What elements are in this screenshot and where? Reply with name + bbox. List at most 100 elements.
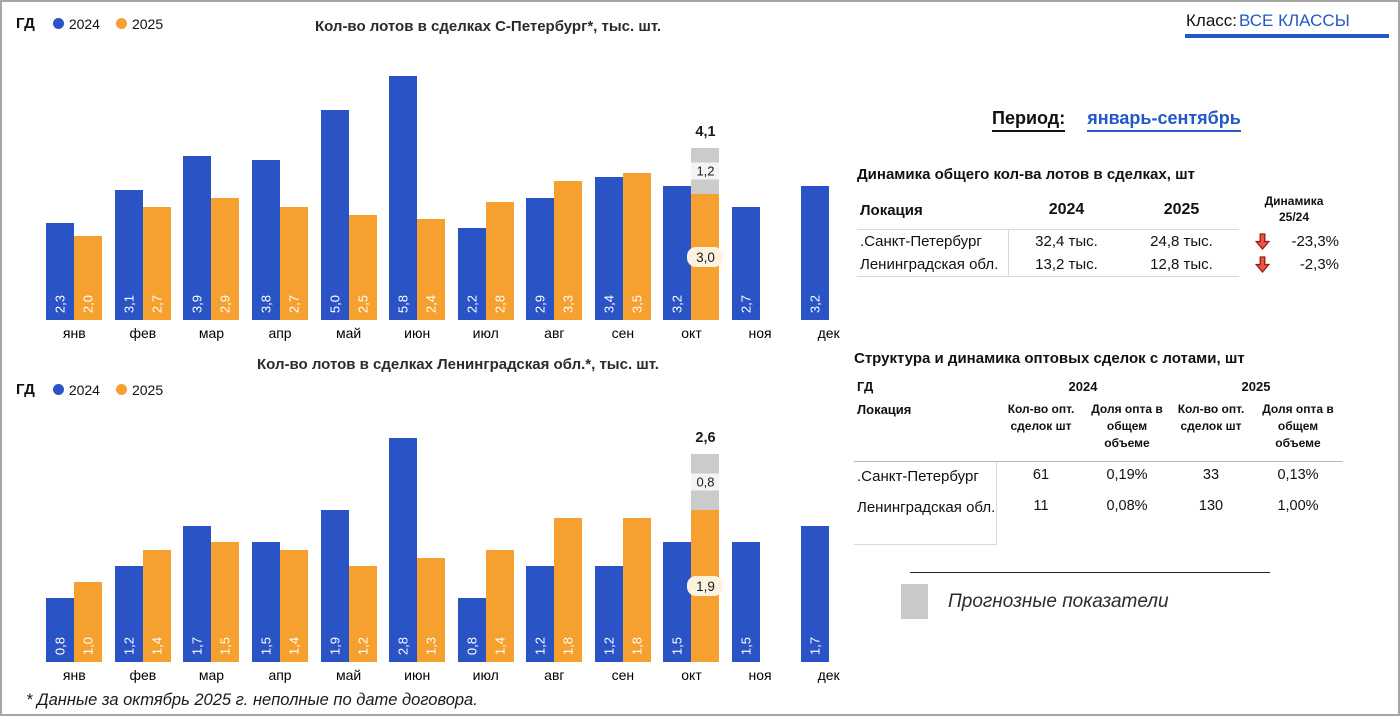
table2-row2-share-2024: 0,08% [1106,498,1148,515]
x-axis-label: май [335,325,362,341]
actual-value-label: 3,0 [687,247,724,267]
table-wholesale-structure: Структура и динамика оптовых сделок с ло… [854,350,1343,546]
table2-row2-count-2024: 11 [1033,498,1049,515]
month-group: 2,7 ноя [726,68,795,343]
bars-row: 1,2 1,8 [594,430,651,662]
bar-slot: 2,6 0,8 1,9 [687,430,724,662]
table1-row1-2025: 24,8 тыс. [1150,233,1213,250]
legend-2024-dot-icon [52,384,64,395]
month-group: 0,8 1,0 янв [40,430,109,685]
bar-2025: 1,0 [74,582,103,662]
x-axis-label: фев [129,325,157,341]
bar-value-label: 2,8 [492,294,508,313]
month-group: 0,8 1,4 июл [451,430,520,685]
bar-value-label: 0,8 [52,636,68,655]
x-axis-label: авг [544,325,565,341]
bar-slot: 3,1 [114,189,143,320]
chart2-title: Кол-во лотов в сделках Ленинградская обл… [257,356,659,373]
table1-col-dynamics: Динамика 25/24 [1264,194,1324,224]
bar-slot: 2,5 [348,215,377,320]
forecast-value-label: 0,8 [691,473,720,491]
bar-2025: 2,7 [280,206,309,320]
bars-row: 1,5 1,4 [252,430,309,662]
table1-row1-2024: 32,4 тыс. [1035,233,1098,250]
arrow-down-icon [1255,256,1270,273]
month-group: 2,8 1,3 июн [383,430,452,685]
bar-value-label: 2,7 [286,294,302,313]
bar-value-label: 1,5 [669,636,685,655]
bars-row: 3,2 [800,68,857,320]
bar-slot: 1,8 [622,518,651,662]
bar-value-label: 3,2 [807,294,823,313]
table2-row1-count-2024: 61 [1032,467,1050,484]
bar-2024: 1,5 [252,542,281,662]
forecast-bar: 4,1 1,2 3,0 [687,124,724,320]
bars-row: 1,7 [800,430,857,662]
bars-row: 1,5 2,6 0,8 1,9 [663,430,724,662]
bar-value-label: 3,4 [601,294,617,313]
bar-value-label: 2,7 [738,294,754,313]
legend-2025-dot-icon [115,384,127,395]
table1-row1-location: .Санкт-Петербург [857,230,1009,253]
bar-2025: 1,4 [485,550,514,662]
table-lots-dynamics: Динамика общего кол-ва лотов в сделках, … [857,166,1349,277]
bar-2024: 2,9 [526,198,555,320]
bars-row: 3,4 3,5 [594,68,651,320]
forecast-swatch-icon [901,584,928,619]
bar-2024: 2,8 [389,438,418,662]
class-value[interactable]: ВСЕ КЛАССЫ [1239,11,1350,30]
bar-value-label: 1,2 [121,636,137,655]
bar-value-label: 5,0 [327,294,343,313]
month-group: 2,2 2,8 июл [451,68,520,343]
x-axis-label: апр [268,325,292,341]
bar-value-label: 1,7 [807,636,823,655]
month-group: 1,2 1,4 фев [109,430,178,685]
bar-slot: 1,4 [485,550,514,662]
bar-slot: 1,4 [142,550,171,662]
table2-row2-count-2025: 130 [1198,498,1224,515]
x-axis-label: фев [129,667,157,683]
bar-value-label: 5,8 [395,294,411,313]
bar-slot: 1,5 [252,542,281,662]
bar-slot: 4,1 1,2 3,0 [687,124,724,320]
bar-slot: 2,7 [142,206,171,320]
class-underline [1185,34,1389,38]
bar-value-label: 1,2 [601,636,617,655]
forecast-legend-label: Прогнозные показатели [948,591,1169,612]
bars-row: 1,2 1,4 [114,430,171,662]
bar-value-label: 3,5 [629,294,645,313]
bar-slot: 1,5 [211,542,240,662]
table1-col-location: Локация [857,191,1009,230]
legend-gd-label: ГД [16,15,35,32]
bar-value-label: 3,8 [258,294,274,313]
bar-slot: 2,9 [526,198,555,320]
bar-2025: 3,5 [622,173,651,320]
legend-2025-dot-icon [115,18,127,29]
bar-value-label: 1,2 [532,636,548,655]
month-group: 1,9 1,2 май [314,430,383,685]
table2-col-share-2024: Доля опта в общем объеме [1085,397,1169,463]
bar-slot: 2,4 [417,219,446,320]
month-group: 3,1 2,7 фев [109,68,178,343]
chart1-title: Кол-во лотов в сделках С-Петербург*, тыс… [314,18,662,35]
month-group: 5,0 2,5 май [314,68,383,343]
bar-slot: 3,3 [554,181,583,320]
bars-row: 5,8 2,4 [389,68,446,320]
bars-row: 1,9 1,2 [320,430,377,662]
bar-value-label: 3,2 [669,294,685,313]
table2-year-2024: 2024 [1068,378,1098,394]
x-axis-label: авг [544,667,565,683]
bar-slot: 1,2 [594,566,623,662]
period-selector: Период: январь-сентябрь [992,108,1241,132]
forecast-value-label: 1,2 [691,162,720,180]
bar-2024: 1,5 [663,542,692,662]
divider-line [910,572,1270,573]
month-group: 1,7 дек [794,430,863,685]
bar-2024: 1,5 [732,542,761,662]
bar-slot: 3,4 [594,177,623,320]
bars-row: 0,8 1,4 [457,430,514,662]
period-value[interactable]: январь-сентябрь [1087,108,1241,132]
table1-row1-dynamics: -23,3% [1239,230,1349,253]
bar-value-label: 3,3 [560,294,576,313]
bar-value-label: 2,0 [80,294,96,313]
